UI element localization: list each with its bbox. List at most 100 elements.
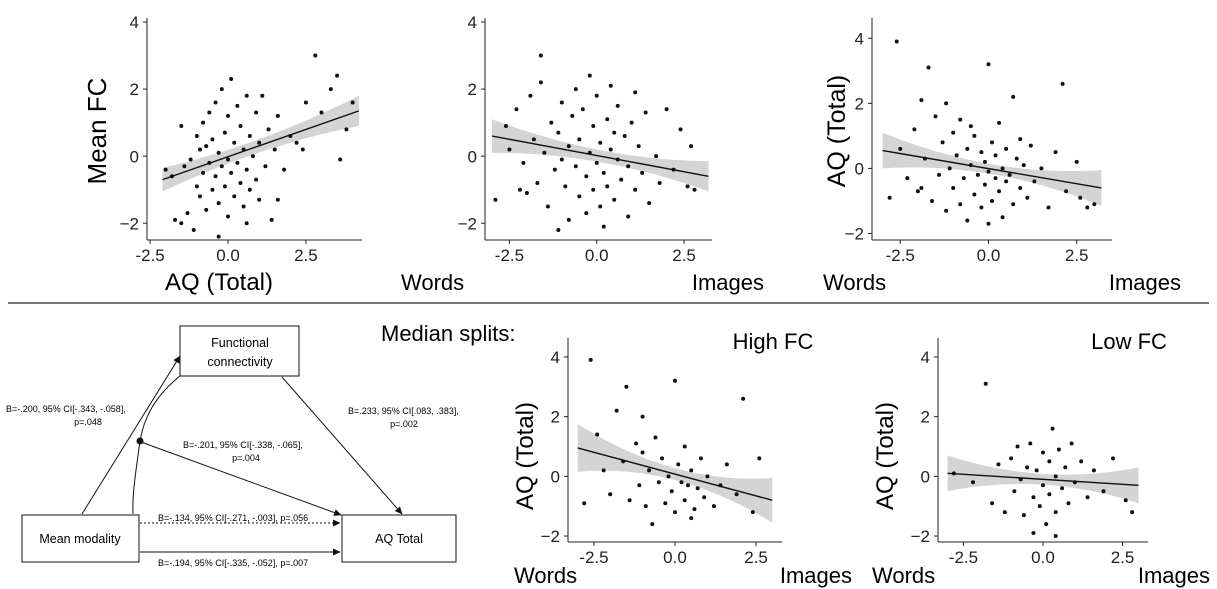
arrow-a-path: [81, 355, 181, 515]
data-point: [598, 204, 603, 209]
data-point: [191, 227, 196, 232]
path-total-stats: B=-.194, 95% CI[-.335, -.052], p=.007: [158, 558, 308, 568]
y-axis-label: AQ (Total): [512, 402, 539, 510]
data-point: [757, 456, 762, 461]
data-point: [965, 218, 970, 223]
data-point: [573, 164, 578, 169]
path-b-stats-2: p=.002: [390, 419, 418, 429]
data-point: [566, 144, 571, 149]
data-point: [594, 93, 599, 98]
data-point: [997, 120, 1002, 125]
data-point: [954, 153, 959, 158]
data-point: [986, 169, 991, 174]
data-point: [197, 147, 202, 152]
path-mod-stats-1: B=-.201, 95% CI[-.338, -.065],: [183, 440, 303, 450]
data-point: [1041, 483, 1045, 488]
data-point: [1000, 166, 1005, 171]
data-point: [601, 224, 606, 229]
data-point: [1050, 426, 1055, 431]
data-point: [993, 153, 998, 158]
data-point: [647, 468, 652, 473]
data-point: [919, 185, 924, 190]
data-point: [640, 450, 645, 455]
x-axis-label-left: Words: [514, 563, 577, 588]
data-point: [702, 495, 707, 500]
data-point: [521, 160, 526, 165]
y-tick-label: 0: [551, 467, 560, 486]
data-point: [213, 100, 218, 105]
data-point: [549, 120, 554, 125]
arrow-b-path: [281, 376, 403, 515]
data-point: [179, 221, 184, 226]
data-point: [982, 182, 987, 187]
data-point: [244, 93, 249, 98]
data-point: [335, 73, 340, 78]
x-axis-label-left: Words: [401, 270, 464, 295]
data-point: [263, 164, 268, 169]
data-point: [1053, 150, 1058, 155]
data-point: [986, 221, 991, 226]
data-point: [1123, 498, 1128, 503]
data-point: [912, 127, 917, 132]
data-point: [210, 137, 215, 142]
data-point: [990, 140, 994, 145]
data-point: [612, 130, 617, 135]
data-point: [915, 189, 920, 194]
data-point: [210, 187, 215, 192]
data-point: [612, 197, 617, 202]
data-point: [629, 120, 634, 125]
x-axis-label-right: Images: [692, 270, 764, 295]
data-point: [626, 214, 631, 219]
data-point: [676, 462, 681, 467]
path-a-stats-1: B=-.200, 95% CI[-.343, -.058],: [6, 404, 126, 414]
moderation-stem: [132, 440, 141, 515]
y-tick-label: −2: [120, 214, 139, 233]
data-point: [1053, 510, 1058, 515]
data-point: [216, 150, 221, 155]
data-point: [947, 166, 952, 171]
data-point: [235, 160, 240, 165]
data-point: [627, 498, 632, 503]
y-tick-label: 4: [551, 348, 560, 367]
data-point: [232, 194, 237, 199]
y-axis-label: Mean FC: [82, 78, 112, 185]
data-point: [216, 234, 221, 239]
data-point: [1044, 522, 1049, 527]
data-point: [608, 147, 613, 152]
data-point: [219, 164, 224, 169]
data-point: [254, 177, 259, 182]
data-point: [514, 107, 519, 112]
y-tick-label: −2: [845, 225, 864, 244]
data-point: [238, 123, 243, 128]
data-point: [608, 83, 613, 88]
path-a-stats-2: p=.048: [74, 417, 102, 427]
data-point: [226, 214, 231, 219]
data-point: [1012, 489, 1017, 494]
data-point: [338, 157, 343, 162]
data-point: [556, 130, 561, 135]
y-tick-label: −2: [541, 527, 560, 546]
data-point: [595, 432, 600, 437]
mediation-diagram: Functional connectivity Mean modality AQ…: [6, 325, 459, 568]
x-tick-label: 0.0: [663, 548, 687, 567]
data-point: [741, 396, 746, 401]
data-point: [584, 174, 589, 179]
data-point: [266, 127, 271, 132]
data-point: [1111, 456, 1115, 461]
data-point: [657, 180, 662, 185]
data-point: [591, 187, 596, 192]
x-axis-label-left: Words: [872, 563, 935, 588]
data-point: [163, 167, 168, 172]
data-point: [207, 110, 212, 115]
data-point: [1021, 513, 1026, 518]
data-point: [750, 510, 755, 515]
data-point: [979, 205, 984, 210]
data-point: [503, 123, 508, 128]
x-tick-label: 2.5: [1065, 246, 1089, 265]
data-point: [531, 137, 536, 142]
x-tick-label: 2.5: [1111, 548, 1135, 567]
data-point: [647, 201, 652, 206]
data-point: [958, 117, 963, 122]
data-point: [695, 486, 700, 491]
